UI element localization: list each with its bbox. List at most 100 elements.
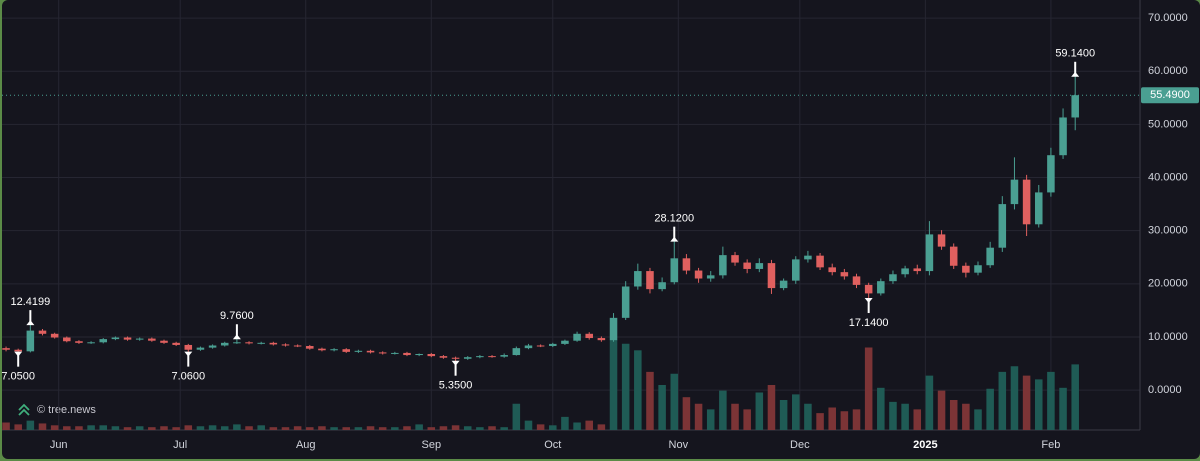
- x-tick-label: Jul: [173, 439, 187, 451]
- volume-bar: [391, 427, 399, 430]
- x-tick-label: Oct: [544, 439, 561, 451]
- volume-bar: [233, 424, 241, 430]
- candle-body: [196, 347, 205, 350]
- volume-bar: [75, 426, 83, 430]
- volume-bar: [87, 425, 95, 430]
- candle-body: [986, 247, 994, 266]
- annotation-label: 12.4199: [10, 296, 50, 308]
- candle-body: [257, 342, 265, 344]
- volume-bar: [342, 427, 351, 430]
- arrow-head: [864, 298, 873, 304]
- volume-bar: [99, 425, 108, 430]
- volume-bar: [731, 403, 739, 430]
- arrow-head: [184, 351, 193, 357]
- volume-bar: [1034, 379, 1043, 430]
- candle-body: [755, 263, 764, 269]
- candle-body: [135, 338, 144, 340]
- volume-bar: [2, 422, 10, 430]
- candle-body: [1047, 155, 1055, 193]
- candle-body: [549, 343, 557, 347]
- volume-bar: [318, 426, 326, 430]
- volume-layer: [2, 340, 1079, 430]
- volume-bar: [281, 427, 290, 430]
- volume-bar: [816, 413, 824, 430]
- candle-body: [488, 356, 496, 358]
- candle-body: [767, 263, 776, 289]
- volume-bar: [840, 411, 849, 430]
- candle-body: [172, 342, 180, 345]
- y-tick-label: 40.0000: [1148, 171, 1188, 183]
- candle-body: [427, 353, 436, 357]
- volume-bar: [706, 409, 715, 430]
- candle-body: [585, 333, 593, 339]
- volume-bar: [901, 403, 909, 430]
- y-tick-label: 10.0000: [1148, 331, 1188, 343]
- candle-body: [706, 275, 715, 279]
- volume-bar: [962, 403, 970, 430]
- volume-bar: [670, 373, 679, 430]
- volume-bar: [767, 385, 776, 430]
- y-tick-label: 0.0000: [1148, 384, 1182, 396]
- watermark-icon: [18, 403, 30, 416]
- candle-body: [1022, 179, 1031, 225]
- volume-bar: [220, 426, 229, 430]
- candle-body: [804, 255, 812, 260]
- candle-body: [463, 357, 472, 359]
- volume-bar: [682, 397, 691, 430]
- volume-bar: [476, 427, 484, 430]
- annotation-arrow: [1071, 61, 1080, 77]
- volume-bar: [38, 423, 47, 430]
- volume-bar: [585, 420, 593, 430]
- candle-body: [573, 333, 581, 341]
- x-tick-label: Dec: [790, 439, 810, 451]
- annotation-label: 7.0500: [1, 371, 35, 383]
- candle-body: [524, 345, 533, 349]
- volume-bar: [1071, 364, 1079, 430]
- candle-body: [816, 255, 824, 268]
- candle-body: [828, 267, 836, 273]
- volume-bar: [293, 426, 302, 430]
- volume-bar: [148, 427, 156, 430]
- candle-body: [949, 246, 958, 266]
- volume-bar: [184, 425, 193, 430]
- volume-bar: [172, 427, 180, 430]
- volume-bar: [937, 390, 946, 430]
- arrow-head: [451, 360, 460, 366]
- volume-bar: [500, 427, 508, 430]
- candle-body: [111, 337, 120, 340]
- candle-body: [391, 352, 399, 354]
- candle-body: [779, 280, 788, 289]
- volume-bar: [512, 403, 521, 430]
- candle-body: [378, 352, 387, 354]
- candle-body: [293, 345, 302, 347]
- last-price-box: [1141, 87, 1199, 104]
- candle-body: [476, 356, 484, 358]
- volume-bar: [463, 426, 472, 430]
- candle-body: [634, 271, 642, 287]
- annotation-label: 28.1200: [654, 213, 694, 225]
- volume-bar: [160, 426, 168, 430]
- arrow-head: [232, 334, 241, 340]
- volume-bar: [925, 375, 934, 430]
- candle-body: [901, 268, 909, 275]
- volume-bar: [549, 425, 557, 430]
- candle-body: [26, 330, 35, 352]
- candle-body: [14, 349, 22, 352]
- candle-body: [281, 344, 290, 346]
- candle-body: [597, 338, 606, 341]
- candle-body: [974, 265, 982, 273]
- candle-body: [366, 350, 375, 353]
- candle-body: [719, 255, 727, 276]
- candle-body: [852, 276, 861, 285]
- candle-body: [220, 342, 229, 346]
- candle-body: [148, 338, 156, 341]
- volume-bar: [621, 343, 630, 430]
- candle-body: [743, 262, 751, 269]
- volume-bar: [609, 340, 618, 430]
- volume-bar: [536, 424, 545, 430]
- candle-body: [925, 234, 934, 272]
- volume-bar: [864, 347, 873, 430]
